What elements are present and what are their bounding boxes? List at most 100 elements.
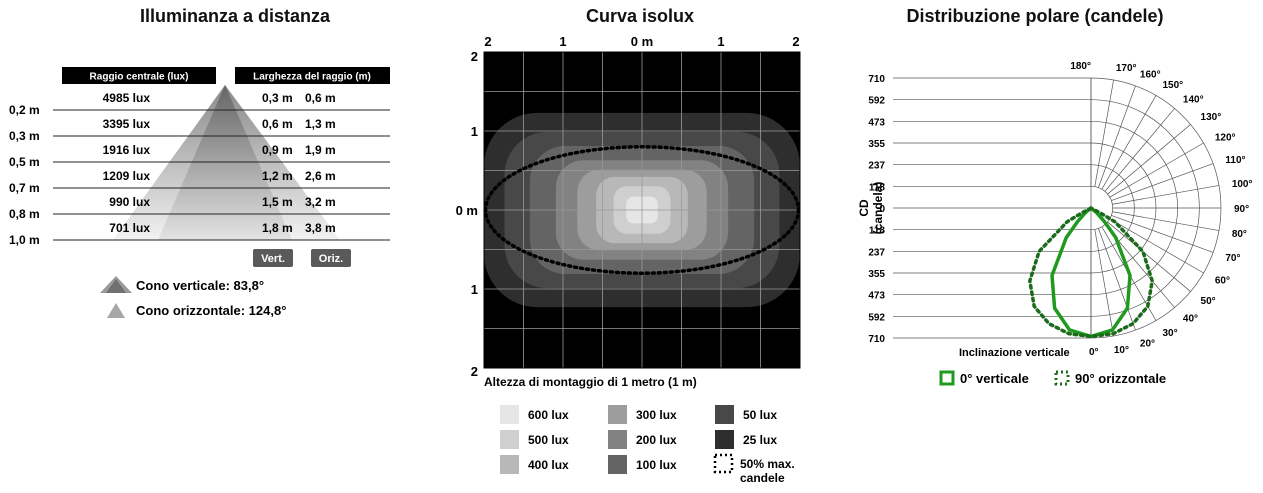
legend-swatch: [500, 430, 519, 449]
polar-r-tick: 118: [869, 226, 886, 237]
row-distance: 1,0 m: [9, 233, 40, 247]
row-vert-width: 1,2 m: [262, 169, 293, 183]
legend-label: 200 lux: [636, 433, 677, 447]
polar-radial-line: [1111, 215, 1214, 253]
row-lux: 3395 lux: [103, 117, 151, 131]
polar-r-tick: 237: [868, 161, 885, 172]
vertical-cone-icon-inner: [106, 279, 126, 293]
polar-radial-line: [1107, 124, 1191, 195]
polar-angle-tick: 130°: [1201, 112, 1222, 123]
row-horiz-width: 0,6 m: [305, 91, 336, 105]
polar-radial-line: [1107, 221, 1191, 292]
half-max-ellipse: [483, 145, 801, 275]
polar-angle-tick: 30°: [1163, 328, 1178, 339]
legend-label-half-max: 50% max.: [740, 457, 795, 471]
row-vert-width: 0,6 m: [262, 117, 293, 131]
polar-radial-line: [1098, 228, 1136, 331]
polar-r-tick: 710: [868, 74, 885, 85]
legend-label-vertical: 0° verticale: [960, 371, 1029, 386]
polar-angle-tick: 40°: [1183, 314, 1198, 325]
legend-swatch: [608, 405, 627, 424]
polar-radial-line: [1094, 79, 1114, 187]
polar-r-tick: 473: [868, 291, 885, 302]
polar-r-tick: 118: [869, 182, 886, 193]
legend-swatch-vertical: [939, 370, 955, 386]
polar-r-tick: 355: [868, 139, 885, 150]
x-tick-label: 1: [717, 34, 724, 49]
y-tick-label: 1: [471, 282, 478, 297]
polar-angle-tick: 70°: [1225, 253, 1240, 264]
legend-label: 400 lux: [528, 458, 569, 472]
vert-badge-bg: [253, 249, 293, 267]
polar-angle-tick: 20°: [1140, 338, 1155, 349]
isolux-frame: [483, 51, 801, 369]
polar-angle-tick: 10°: [1114, 345, 1129, 356]
y-tick-label: 1: [471, 124, 478, 139]
polar-radial-line: [1098, 85, 1136, 188]
row-vert-width: 0,3 m: [262, 91, 293, 105]
row-vert-width: 1,5 m: [262, 195, 293, 209]
legend-swatch: [608, 455, 627, 474]
polar-r-tick: 237: [868, 247, 885, 258]
polar-radial-line: [1101, 95, 1157, 190]
polar-radial-line: [1112, 185, 1220, 205]
legend-swatch: [715, 430, 734, 449]
y-tick-label: 0 m: [456, 203, 478, 218]
legend-label: 25 lux: [743, 433, 777, 447]
polar-r-tick: 473: [868, 117, 885, 128]
polar-angle-tick: 80°: [1232, 229, 1247, 240]
legend-vertical-cone: Cono verticale: 83,8°: [136, 278, 264, 293]
x-tick-label: 0 m: [631, 34, 653, 49]
row-horiz-width: 1,9 m: [305, 143, 336, 157]
legend-label: 300 lux: [636, 408, 677, 422]
legend-swatch: [500, 405, 519, 424]
polar-radial-line: [1111, 163, 1214, 201]
polar-r-tick: 0: [879, 204, 885, 215]
polar-r-tick: 592: [868, 96, 885, 107]
polar-series-horizontal: [1028, 206, 1154, 339]
polar-radial-line: [1109, 218, 1204, 274]
row-lux: 990 lux: [109, 195, 150, 209]
row-horiz-width: 3,8 m: [305, 221, 336, 235]
row-vert-width: 1,8 m: [262, 221, 293, 235]
header-width: Larghezza del raggio (m): [253, 72, 371, 83]
x-tick-label: 1: [559, 34, 566, 49]
legend-swatch-half-max: [713, 453, 734, 474]
right-panel-title: Distribuzione polare (candele): [906, 6, 1164, 26]
polar-radial-line: [1094, 229, 1114, 337]
polar-angle-tick: 60°: [1215, 276, 1230, 287]
row-distance: 0,8 m: [9, 207, 40, 221]
row-distance: 0,2 m: [9, 103, 40, 117]
y-tick-label: 2: [471, 364, 478, 379]
polar-r-tick: 355: [868, 269, 885, 280]
polar-angle-tick: 90°: [1234, 204, 1249, 215]
polar-angle-tick: 0°: [1089, 347, 1099, 358]
row-distance: 0,3 m: [9, 129, 40, 143]
polar-angle-tick: 110°: [1225, 155, 1245, 166]
legend-label: 600 lux: [528, 408, 569, 422]
polar-angle-tick: 180°: [1070, 61, 1091, 72]
polar-radial-line: [1104, 108, 1175, 192]
row-distance: 0,5 m: [9, 155, 40, 169]
row-lux: 1916 lux: [103, 143, 151, 157]
polar-angle-tick: 120°: [1215, 133, 1236, 144]
polar-ylabel: CD(candela): [857, 182, 885, 235]
horiz-badge: Oriz.: [319, 253, 343, 265]
center-panel-title: Curva isolux: [585, 6, 695, 26]
polar-angle-tick: 160°: [1140, 70, 1161, 81]
legend-label: 100 lux: [636, 458, 677, 472]
row-lux: 4985 lux: [103, 91, 151, 105]
polar-angle-tick: 170°: [1116, 63, 1137, 74]
isolux-xlabel: Altezza di montaggio di 1 metro (1 m): [484, 375, 697, 389]
row-horiz-width: 3,2 m: [305, 195, 336, 209]
illuminance-table-chart: Raggio centrale (lux) Larghezza del raggi…: [9, 67, 390, 318]
polar-angle-tick: 140°: [1183, 94, 1204, 105]
legend-label: 50 lux: [743, 408, 777, 422]
x-tick-label: 2: [792, 34, 799, 49]
legend-label-half-max-2: candele: [740, 471, 785, 485]
polar-axis-label: Inclinazione verticale: [959, 347, 1070, 359]
row-lux: 701 lux: [109, 221, 150, 235]
polar-distribution-chart: 710 592 473 355 237 118 0 118 237 355 473 592 710 0° 1…: [857, 61, 1253, 386]
row-vert-width: 0,9 m: [262, 143, 293, 157]
